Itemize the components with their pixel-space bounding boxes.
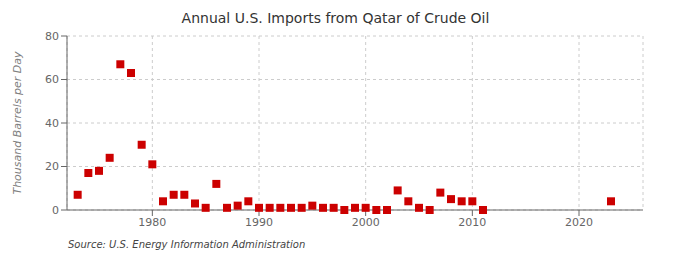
svg-text:1980: 1980 [138,216,166,229]
svg-text:20: 20 [45,160,59,173]
svg-text:40: 40 [45,117,59,130]
svg-text:Thousand Barrels per Day: Thousand Barrels per Day [11,51,24,195]
svg-text:0: 0 [52,204,59,217]
svg-text:2020: 2020 [565,216,593,229]
svg-text:2000: 2000 [352,216,380,229]
svg-text:1990: 1990 [245,216,273,229]
svg-text:60: 60 [45,73,59,86]
html-text:Annual U.S. Imports from Qatar: Annual U.S. Imports from Qatar of Crude … [181,10,490,26]
html-text:Source: U.S. Energy Informatio: Source: U.S. Energy Information Administ… [68,239,306,250]
svg-text:2010: 2010 [458,216,486,229]
svg-text:80: 80 [45,30,59,43]
